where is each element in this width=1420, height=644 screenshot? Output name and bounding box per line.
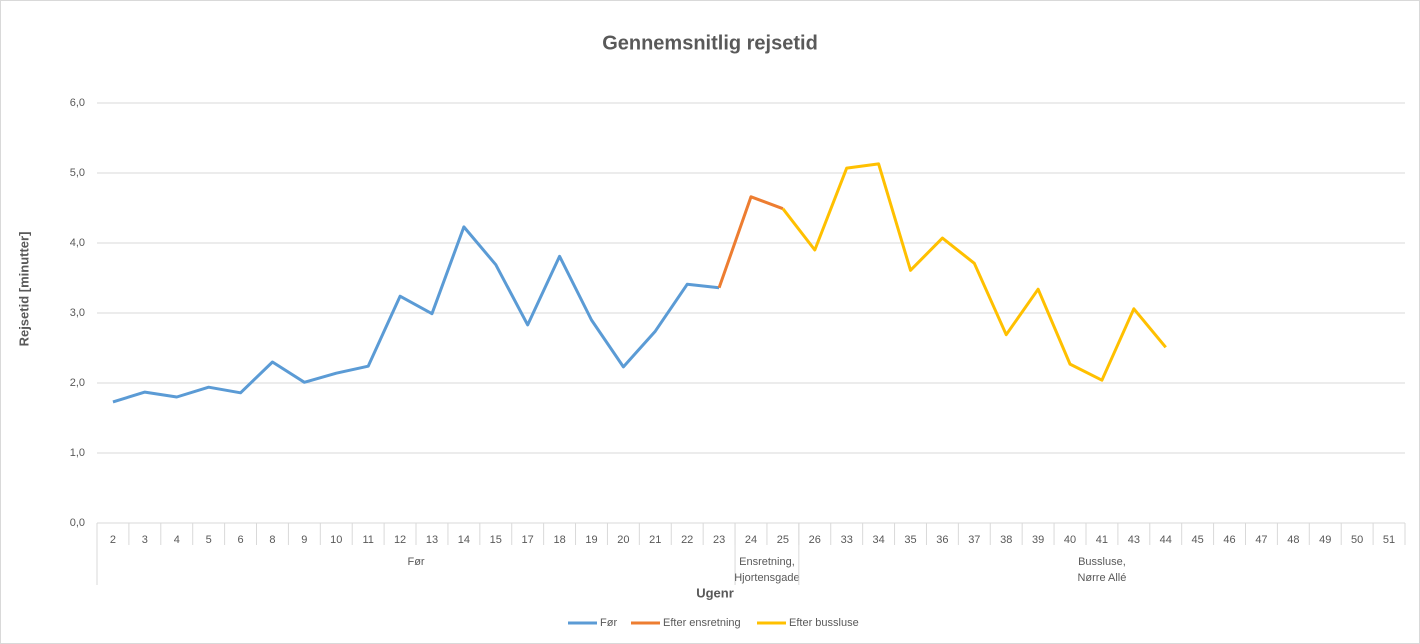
series-line bbox=[717, 195, 784, 289]
x-tick-label: 2 bbox=[110, 534, 116, 546]
x-tick-label: 19 bbox=[585, 534, 597, 546]
y-tick-label: 0,0 bbox=[70, 517, 85, 529]
group-label: Ensretning, bbox=[739, 556, 795, 568]
x-tick-label: 5 bbox=[206, 534, 212, 546]
series-line bbox=[781, 162, 1167, 382]
x-tick-label: 36 bbox=[936, 534, 948, 546]
y-axis-label: Rejsetid [minutter] bbox=[16, 232, 31, 347]
y-tick-label: 1,0 bbox=[70, 447, 85, 459]
x-tick-label: 25 bbox=[777, 534, 789, 546]
x-tick-label: 35 bbox=[904, 534, 916, 546]
x-tick-label: 9 bbox=[301, 534, 307, 546]
y-tick-label: 5,0 bbox=[70, 167, 85, 179]
x-tick-label: 50 bbox=[1351, 534, 1363, 546]
x-tick-label: 39 bbox=[1032, 534, 1044, 546]
x-tick-label: 23 bbox=[713, 534, 725, 546]
group-label: Hjortensgade bbox=[734, 572, 799, 584]
x-tick-label: 8 bbox=[269, 534, 275, 546]
x-tick-label: 45 bbox=[1192, 534, 1204, 546]
x-tick-label: 6 bbox=[237, 534, 243, 546]
x-tick-label: 24 bbox=[745, 534, 757, 546]
x-tick-label: 49 bbox=[1319, 534, 1331, 546]
legend-label: Før bbox=[600, 617, 617, 629]
y-tick-label: 3,0 bbox=[70, 307, 85, 319]
x-tick-label: 10 bbox=[330, 534, 342, 546]
x-tick-label: 4 bbox=[174, 534, 180, 546]
legend-label: Efter bussluse bbox=[789, 617, 859, 629]
x-axis-label: Ugenr bbox=[696, 585, 734, 600]
x-tick-label: 34 bbox=[872, 534, 884, 546]
group-label: Bussluse, bbox=[1078, 556, 1126, 568]
x-tick-label: 43 bbox=[1128, 534, 1140, 546]
x-tick-label: 46 bbox=[1223, 534, 1235, 546]
x-tick-label: 20 bbox=[617, 534, 629, 546]
legend-label: Efter ensretning bbox=[663, 617, 741, 629]
x-tick-label: 47 bbox=[1255, 534, 1267, 546]
x-tick-label: 33 bbox=[841, 534, 853, 546]
x-tick-label: 18 bbox=[553, 534, 565, 546]
x-tick-label: 44 bbox=[1160, 534, 1172, 546]
chart-title: Gennemsnitlig rejsetid bbox=[602, 32, 818, 54]
x-tick-label: 21 bbox=[649, 534, 661, 546]
x-tick-label: 12 bbox=[394, 534, 406, 546]
x-tick-label: 41 bbox=[1096, 534, 1108, 546]
x-tick-label: 37 bbox=[968, 534, 980, 546]
x-tick-label: 13 bbox=[426, 534, 438, 546]
x-tick-label: 51 bbox=[1383, 534, 1395, 546]
x-tick-label: 40 bbox=[1064, 534, 1076, 546]
x-tick-label: 22 bbox=[681, 534, 693, 546]
x-tick-label: 48 bbox=[1287, 534, 1299, 546]
x-tick-label: 15 bbox=[490, 534, 502, 546]
x-tick-label: 17 bbox=[522, 534, 534, 546]
series-line bbox=[112, 225, 720, 404]
x-tick-label: 11 bbox=[362, 534, 373, 546]
x-tick-label: 38 bbox=[1000, 534, 1012, 546]
group-label: Nørre Allé bbox=[1077, 572, 1126, 584]
y-tick-label: 2,0 bbox=[70, 377, 85, 389]
x-tick-label: 3 bbox=[142, 534, 148, 546]
y-tick-label: 4,0 bbox=[70, 237, 85, 249]
x-tick-label: 14 bbox=[458, 534, 470, 546]
group-label: Før bbox=[407, 556, 424, 568]
y-tick-label: 6,0 bbox=[70, 97, 85, 109]
x-tick-label: 26 bbox=[809, 534, 821, 546]
